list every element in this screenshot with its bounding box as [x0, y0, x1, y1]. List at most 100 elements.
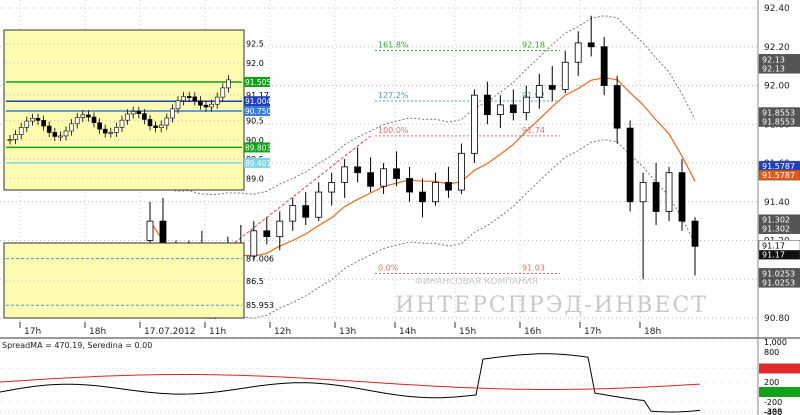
- inset-candle-body: [203, 104, 209, 108]
- inset-candle-body: [13, 134, 18, 140]
- price-tag-label: 91.0253: [762, 269, 795, 278]
- indicator-tick-label: 800: [764, 348, 779, 357]
- envelope-upper-line: [149, 15, 696, 196]
- candle-body: [665, 172, 673, 212]
- inset-candle-body: [74, 117, 80, 125]
- inset-tag-box: [244, 157, 270, 168]
- inset-candle-body: [63, 130, 69, 137]
- fibonacci-levels: 161.8% 92.18 127.2% 91.92 100.0% 91.74 0.0% 91.…: [375, 41, 560, 274]
- price-tag-label: 91.5787: [762, 162, 795, 171]
- price-tag-label: 91.8553: [762, 109, 795, 118]
- x-tick-label: 15h: [459, 327, 476, 337]
- inset-candle-body: [142, 113, 147, 120]
- y-tick-label: 92.40: [764, 4, 790, 14]
- watermark-sub: ФИНАНСОВАЯ КОМПАНИЯ: [415, 277, 538, 287]
- candle-body: [691, 220, 699, 247]
- x-axis-ticks: 17h 18h 17.07.2012 11h 12h 13h 14h 15h 16h 17h 18h: [19, 322, 661, 337]
- candle-body: [639, 181, 647, 203]
- x-tick-label: 17h: [584, 327, 601, 337]
- fib-price-label: 91.74: [522, 126, 545, 135]
- inset-candle-body: [24, 120, 30, 128]
- fib-percent-label: 0.0%: [378, 263, 399, 272]
- candle-body: [315, 191, 323, 218]
- fib-percent-label: 100.0%: [378, 126, 409, 135]
- inset-candle-body: [7, 139, 13, 141]
- indicator-label: SpreadMA = 470.19, Seredina = 0.00: [2, 341, 152, 350]
- inset-candle-body: [220, 87, 226, 98]
- price-tag-box: [758, 223, 800, 234]
- price-tag-label: 91.302: [762, 216, 790, 225]
- inset-tick-label: 91.17: [246, 91, 269, 100]
- price-tag-box: [758, 169, 800, 181]
- candle-body: [613, 85, 621, 129]
- inset-tag-box: [244, 76, 270, 87]
- fib-price-label: 91.03: [522, 263, 545, 272]
- inset-tag-box: [244, 106, 270, 116]
- inset-chart-1: 92.592.091.1790.590.089.589.091.50591.00…: [3, 29, 271, 191]
- envelope-lower-line: [149, 139, 696, 320]
- indicator-tick-label: 1,000: [764, 338, 787, 347]
- candle-body: [302, 205, 310, 218]
- y-tick-label: 90.80: [764, 314, 790, 324]
- candles: [146, 15, 699, 289]
- spread-line: [0, 353, 701, 413]
- indicator-zero-tag: [759, 387, 800, 397]
- inset-candle-body: [58, 135, 63, 138]
- indicator-area: [0, 340, 758, 415]
- inset-tag-label: 91.004: [245, 97, 271, 106]
- candle-body: [328, 181, 336, 193]
- y-tick-label: 92.00: [764, 82, 790, 92]
- price-tag-label: 91.0253: [762, 278, 795, 287]
- inset-candle-body: [69, 123, 74, 132]
- inset-2-bg: [3, 242, 245, 319]
- candle-body: [432, 181, 439, 203]
- x-tick-label: 18h: [89, 327, 106, 337]
- candle-body: [263, 230, 271, 238]
- fib-price-label: 92.18: [522, 41, 545, 50]
- inset-candle-body: [41, 120, 46, 127]
- indicator-tick-label: 200: [764, 378, 779, 387]
- indicator-tick-label: -200: [764, 398, 782, 407]
- x-tick-label: 11h: [209, 327, 226, 337]
- inset-2-content: 87.006 86.5 85.953: [6, 255, 274, 310]
- price-tag-box: [758, 63, 800, 74]
- candle-body: [146, 220, 154, 241]
- price-tag-label: 91.8553: [762, 118, 795, 127]
- inset-candle-body: [119, 119, 125, 128]
- price-tag-label: 91.17: [762, 250, 785, 259]
- candle-body: [250, 230, 258, 257]
- inset-candle-body: [198, 100, 203, 106]
- indicator-ma-tag: [759, 363, 800, 374]
- x-tick-label: 17h: [24, 327, 41, 337]
- inset2-tick-label: 85.953: [246, 301, 274, 310]
- inset-candle-body: [130, 111, 136, 115]
- inset-candle-body: [97, 122, 102, 130]
- candle-body: [652, 181, 660, 212]
- candle-body: [548, 85, 556, 90]
- x-tick-label: 13h: [339, 327, 356, 337]
- spreadma-line: [0, 374, 701, 390]
- inset-tag-box: [244, 96, 270, 107]
- inset-candle-body: [125, 113, 130, 121]
- inset-chart-2: 87.006 86.5 85.953: [3, 242, 274, 319]
- inset2-tick-label: 86.5: [246, 277, 264, 286]
- inset-candle-body: [136, 111, 142, 114]
- candle-body: [367, 172, 374, 187]
- inset-candle-body: [170, 108, 175, 119]
- price-tag-box: [758, 116, 800, 127]
- inset-tag-label: 89.803: [245, 143, 271, 152]
- inset-candle-body: [46, 125, 52, 133]
- candle-body: [600, 46, 608, 86]
- candle-body: [483, 94, 491, 115]
- price-tag-label: 91.302: [762, 225, 790, 234]
- inset-tick-label: 90.5: [246, 117, 264, 126]
- candle-body: [276, 220, 284, 238]
- inset-candle-body: [153, 125, 158, 129]
- candle-body: [522, 96, 530, 114]
- inset-candle-body: [214, 96, 220, 105]
- indicator-panel: 1,000800470.192000.0000-200-388-400: [0, 338, 800, 415]
- price-tag-label: 91.17: [762, 241, 785, 250]
- candle-body: [380, 168, 387, 187]
- inset-candle-body: [52, 132, 58, 137]
